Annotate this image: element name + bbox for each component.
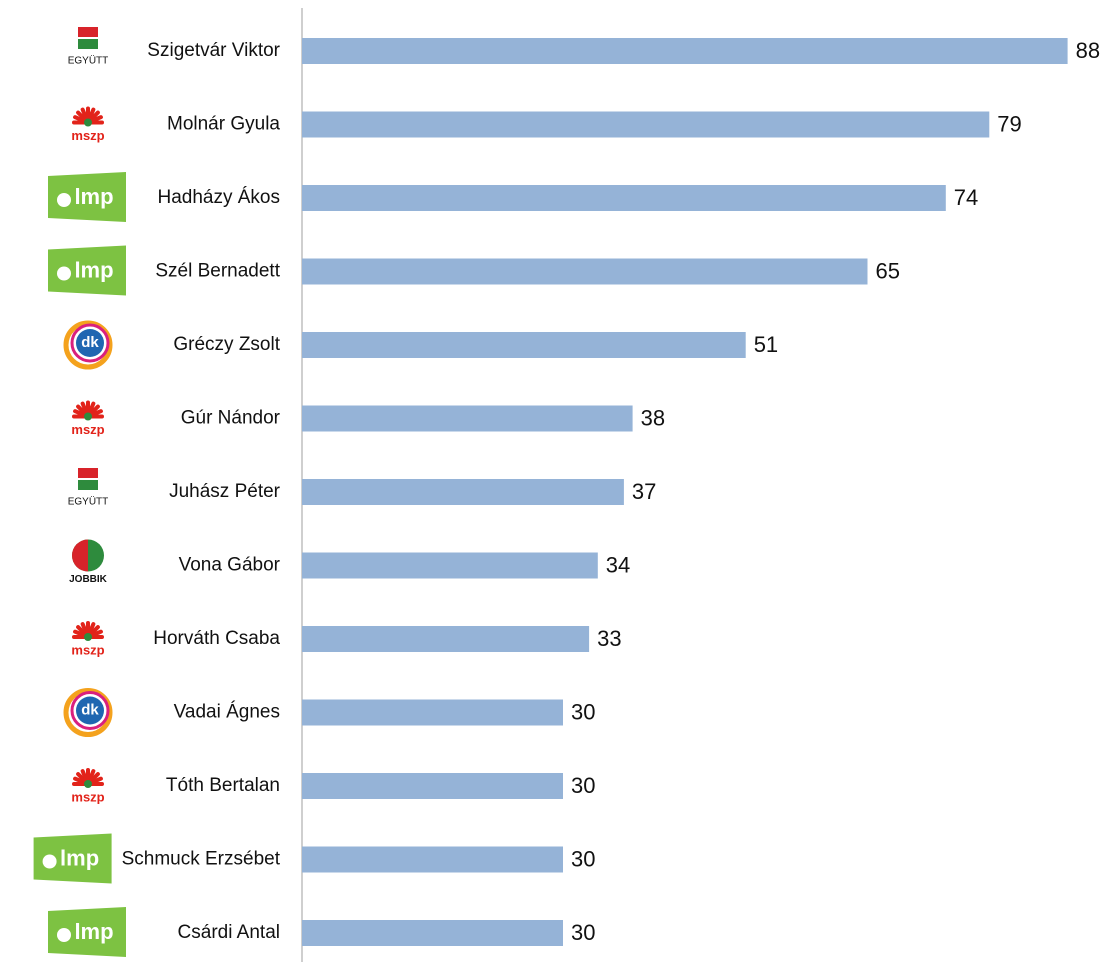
logo-text: dk <box>81 334 99 351</box>
category-label: Tóth Bertalan <box>166 775 280 796</box>
value-label: 79 <box>997 111 1021 136</box>
value-label: 51 <box>754 332 778 357</box>
value-label: 38 <box>641 405 665 430</box>
bar <box>302 552 598 579</box>
bar <box>302 479 624 505</box>
logo-text: dk <box>81 701 99 718</box>
logo-shape <box>33 833 112 884</box>
party-logo: lmp <box>48 907 126 957</box>
logo-text: lmp <box>74 919 113 944</box>
logo-top <box>78 27 98 37</box>
value-label: 33 <box>597 626 621 651</box>
bar <box>302 258 868 285</box>
party-logo: lmp <box>48 245 126 296</box>
logo-core <box>84 633 92 641</box>
party-logo: dk <box>63 688 113 737</box>
category-label: Szigetvár Viktor <box>147 40 280 61</box>
bar <box>302 332 746 358</box>
logo-text: mszp <box>71 789 104 804</box>
logo-core <box>84 118 92 127</box>
logo-top <box>78 468 98 478</box>
party-logo: JOBBIK <box>69 539 108 585</box>
bar <box>302 185 946 211</box>
logo-dot <box>57 266 71 281</box>
category-label: Szél Bernadett <box>155 261 280 282</box>
logo-bottom <box>78 39 98 49</box>
category-label: Gúr Nándor <box>181 408 281 429</box>
bar <box>302 405 633 432</box>
value-label: 88 <box>1076 38 1100 63</box>
party-logo: mszp <box>71 400 105 437</box>
bar <box>302 773 563 799</box>
category-label: Vona Gábor <box>179 555 281 576</box>
category-label: Juhász Péter <box>169 481 281 502</box>
category-label: Schmuck Erzsébet <box>122 849 281 870</box>
bar <box>302 699 563 726</box>
value-label: 30 <box>571 773 595 798</box>
logo-core <box>84 780 92 788</box>
logo-ring <box>63 688 113 737</box>
logo-text: JOBBIK <box>69 574 108 585</box>
category-label: Gréczy Zsolt <box>173 334 280 355</box>
logo-ring <box>63 320 113 370</box>
logo-text: lmp <box>74 257 113 282</box>
bar <box>302 111 990 138</box>
party-logo: EGYÜTT <box>68 27 109 67</box>
category-label: Horváth Csaba <box>153 628 280 649</box>
category-label: Molnár Gyula <box>167 114 280 135</box>
bar <box>302 38 1068 64</box>
value-label: 74 <box>954 185 978 210</box>
party-logo: mszp <box>71 106 105 143</box>
bar <box>302 920 563 946</box>
category-label: Csárdi Antal <box>178 922 280 943</box>
logo-text: mszp <box>71 422 104 437</box>
logo-dot <box>57 193 71 207</box>
logo-circle <box>76 696 104 725</box>
logo-shape <box>48 245 126 296</box>
logo-text: mszp <box>71 642 104 657</box>
logo-text: EGYÜTT <box>68 496 109 508</box>
logo-text: lmp <box>60 845 99 870</box>
logo-bottom <box>78 480 98 490</box>
logo-text: mszp <box>71 128 104 143</box>
value-label: 30 <box>571 699 595 724</box>
bar <box>302 846 563 873</box>
category-label: Hadházy Ákos <box>157 187 280 208</box>
value-label: 37 <box>632 479 656 504</box>
value-label: 34 <box>606 552 630 577</box>
logo-dot <box>57 928 71 942</box>
logo-core <box>84 412 92 421</box>
category-label: Vadai Ágnes <box>174 702 280 723</box>
logo-circle <box>76 329 104 357</box>
bar <box>302 626 590 652</box>
value-label: 65 <box>876 258 900 283</box>
logo-shape <box>48 907 126 957</box>
party-logo: mszp <box>71 621 105 657</box>
logo-half <box>72 539 88 572</box>
value-label: 30 <box>571 920 595 945</box>
logo-dot <box>42 854 57 869</box>
party-logo: lmp <box>33 833 112 884</box>
logo-text: EGYÜTT <box>68 55 109 67</box>
logo-text: lmp <box>74 184 113 209</box>
value-label: 30 <box>571 846 595 871</box>
party-logo: dk <box>63 320 113 370</box>
logo-shape <box>48 172 126 222</box>
party-logo: mszp <box>71 768 105 804</box>
party-logo: EGYÜTT <box>68 468 109 508</box>
party-logo: lmp <box>48 172 126 222</box>
